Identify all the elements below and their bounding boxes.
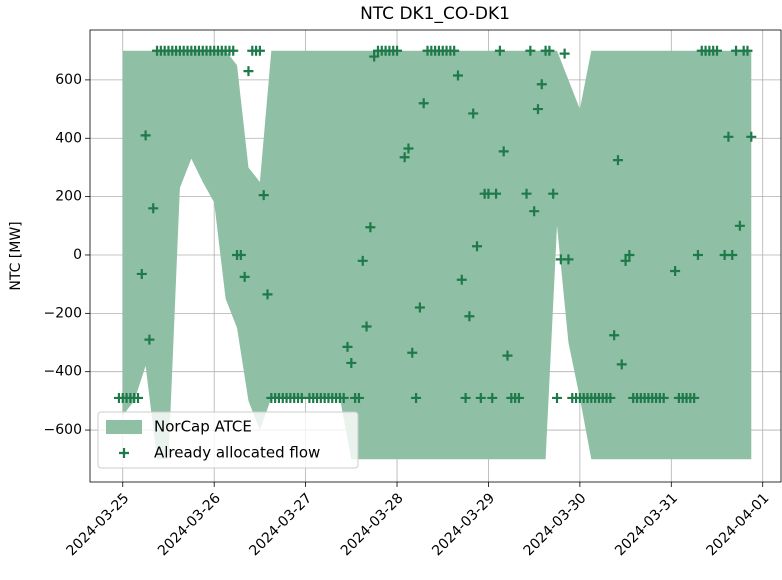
legend-swatch (106, 420, 142, 434)
scatter-marker (734, 220, 745, 231)
x-tick-label: 2024-03-26 (155, 490, 224, 559)
scatter-marker (460, 392, 471, 403)
y-tick-label: 200 (55, 189, 82, 205)
scatter-marker (148, 203, 159, 214)
x-tick-label: 2024-03-25 (64, 490, 133, 559)
y-tick-label: 400 (55, 130, 82, 146)
scatter-marker (544, 45, 555, 56)
plot-area (113, 45, 757, 460)
chart-title: NTC DK1_CO-DK1 (360, 4, 510, 24)
scatter-marker (532, 104, 543, 115)
scatter-marker (624, 249, 635, 260)
band-area (122, 50, 752, 460)
scatter-marker (502, 350, 513, 361)
scatter-marker (521, 188, 532, 199)
scatter-marker (228, 45, 239, 56)
scatter-marker (369, 51, 380, 62)
legend-label: Already allocated flow (154, 444, 320, 462)
axes-frame (89, 29, 782, 483)
scatter-marker (559, 48, 570, 59)
x-tick-label: 2024-03-30 (521, 490, 590, 559)
x-tick-label: 2024-03-28 (338, 490, 407, 559)
x-tick-label: 2024-03-29 (429, 490, 498, 559)
scatter-marker (563, 254, 574, 265)
scatter-marker (468, 108, 479, 119)
scatter-marker (605, 392, 616, 403)
scatter-marker (552, 392, 563, 403)
scatter-marker (258, 190, 269, 201)
x-tick-label: 2024-04-01 (704, 490, 773, 559)
legend-label: NorCap ATCE (154, 418, 252, 436)
y-tick-label: −400 (44, 364, 82, 380)
scatter-marker (361, 321, 372, 332)
scatter-marker (712, 45, 723, 56)
scatter-marker (742, 45, 753, 56)
scatter-marker (536, 79, 547, 90)
scatter-marker (132, 392, 143, 403)
legend-swatch (119, 448, 129, 458)
scatter-marker (235, 249, 246, 260)
scatter-marker (144, 334, 155, 345)
scatter-marker (472, 241, 483, 252)
scatter-marker (407, 347, 418, 358)
y-tick-label: −600 (44, 422, 82, 438)
scatter-marker (689, 392, 700, 403)
scatter-marker (548, 188, 559, 199)
scatter-marker (399, 152, 410, 163)
scatter-marker (616, 359, 627, 370)
y-axis-label: NTC [MW] (8, 221, 24, 290)
scatter-marker (609, 330, 620, 341)
scatter-marker (658, 392, 669, 403)
scatter-marker (239, 271, 250, 282)
scatter-marker (529, 206, 540, 217)
scatter-marker (494, 45, 505, 56)
scatter-marker (456, 274, 467, 285)
scatter-marker (262, 289, 273, 300)
y-tick-label: 0 (73, 247, 82, 263)
scatter-marker (723, 131, 734, 142)
scatter-marker (411, 392, 422, 403)
scatter-marker (670, 266, 681, 277)
scatter-marker (338, 392, 349, 403)
y-tick-label: −200 (44, 305, 82, 321)
scatter-marker (353, 392, 364, 403)
scatter-marker (612, 155, 623, 166)
scatter-marker (346, 357, 357, 368)
scatter-marker (513, 392, 524, 403)
y-tick-label: 600 (55, 72, 82, 88)
scatter-marker (475, 392, 486, 403)
scatter-marker (449, 45, 460, 56)
scatter-marker (392, 45, 403, 56)
scatter-marker (746, 131, 757, 142)
scatter-marker (452, 70, 463, 81)
scatter-marker (140, 130, 151, 141)
x-tick-label: 2024-03-31 (612, 490, 681, 559)
legend: NorCap ATCE Already allocated flow (97, 411, 359, 469)
scatter-marker (498, 146, 509, 157)
scatter-marker (418, 98, 429, 109)
legend-box (97, 411, 359, 469)
scatter-marker (620, 255, 631, 266)
scatter-marker (403, 143, 414, 154)
scatter-marker (692, 249, 703, 260)
scatter-marker (357, 255, 368, 266)
scatter-marker (365, 222, 376, 233)
scatter-marker (727, 249, 738, 260)
scatter-marker (342, 341, 353, 352)
scatter-marker (136, 268, 147, 279)
scatter-marker (464, 311, 475, 322)
scatter-marker (414, 302, 425, 313)
scatter-marker (254, 45, 265, 56)
scatter-marker (491, 188, 502, 199)
x-tick-label: 2024-03-27 (246, 490, 315, 559)
scatter-marker (243, 66, 254, 77)
scatter-marker (487, 392, 498, 403)
scatter-marker (525, 45, 536, 56)
